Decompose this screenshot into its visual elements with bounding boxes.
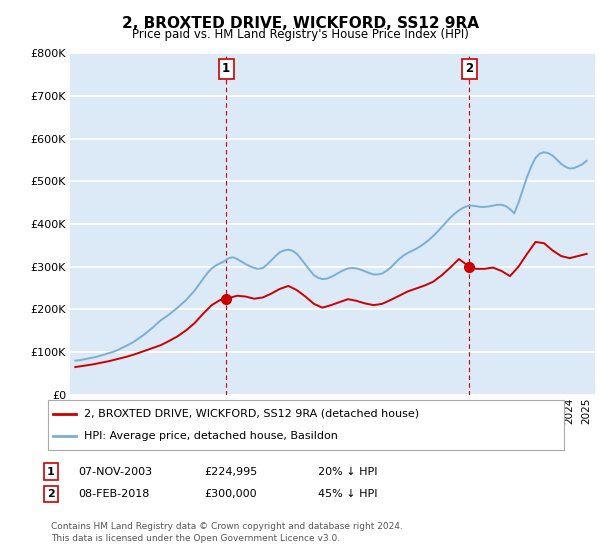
Text: Contains HM Land Registry data © Crown copyright and database right 2024.
This d: Contains HM Land Registry data © Crown c…	[51, 522, 403, 543]
Text: 20% ↓ HPI: 20% ↓ HPI	[318, 466, 377, 477]
Text: 08-FEB-2018: 08-FEB-2018	[78, 489, 149, 499]
Text: £224,995: £224,995	[204, 466, 257, 477]
Text: Price paid vs. HM Land Registry's House Price Index (HPI): Price paid vs. HM Land Registry's House …	[131, 28, 469, 41]
Text: 2: 2	[466, 62, 473, 75]
Text: £300,000: £300,000	[204, 489, 257, 499]
Text: 2, BROXTED DRIVE, WICKFORD, SS12 9RA (detached house): 2, BROXTED DRIVE, WICKFORD, SS12 9RA (de…	[84, 409, 419, 419]
Text: 2: 2	[47, 489, 55, 499]
Text: 1: 1	[47, 466, 55, 477]
Text: 2, BROXTED DRIVE, WICKFORD, SS12 9RA: 2, BROXTED DRIVE, WICKFORD, SS12 9RA	[121, 16, 479, 31]
Text: 07-NOV-2003: 07-NOV-2003	[78, 466, 152, 477]
Text: 45% ↓ HPI: 45% ↓ HPI	[318, 489, 377, 499]
Text: HPI: Average price, detached house, Basildon: HPI: Average price, detached house, Basi…	[84, 431, 338, 441]
Text: 1: 1	[222, 62, 230, 75]
